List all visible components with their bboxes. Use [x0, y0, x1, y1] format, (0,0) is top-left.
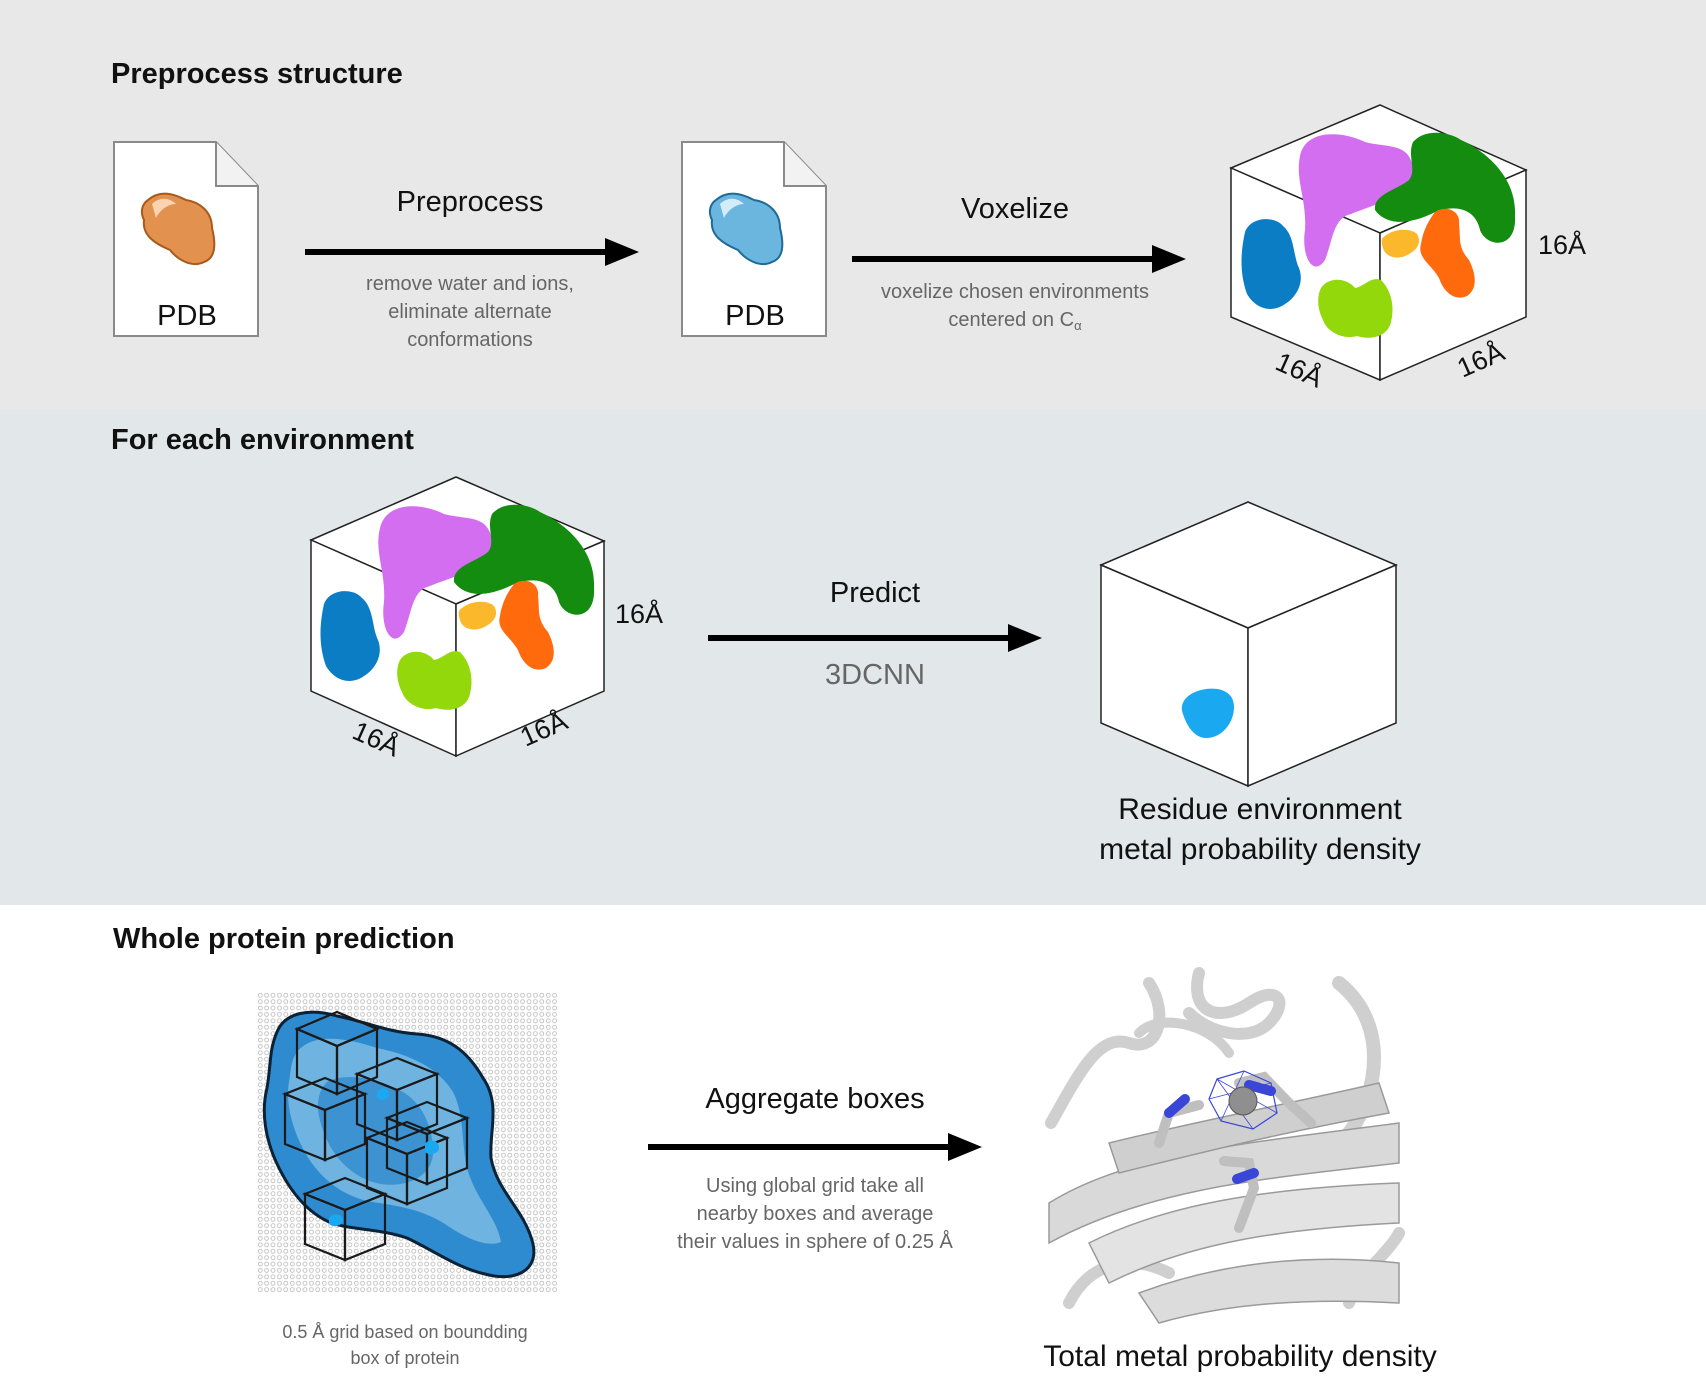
step-sub-line: their values in sphere of 0.25 Å	[677, 1231, 953, 1253]
grid-caption: 0.5 Å grid based on boundding box of pro…	[255, 1319, 555, 1371]
step-sub-preprocess: remove water and ions, eliminate alterna…	[300, 270, 640, 354]
density-blob	[1181, 688, 1234, 739]
arrow-preprocess	[305, 238, 639, 266]
shape-orange	[1420, 208, 1475, 298]
shape-green	[1374, 132, 1516, 243]
step-sub-line: voxelize chosen environments	[881, 281, 1149, 303]
pdb-file-icon-clean	[681, 141, 827, 337]
file-label-raw: PDB	[157, 300, 217, 332]
shape-magenta	[378, 506, 493, 639]
step-title-predict: Predict	[829, 577, 921, 609]
shape-yellow	[458, 601, 497, 630]
shape-yellow	[1381, 229, 1420, 258]
shape-blue	[1241, 219, 1301, 309]
arrow-predict	[708, 624, 1042, 652]
pdb-file-icon-raw	[113, 141, 259, 337]
voxel-cube	[1229, 104, 1528, 382]
shape-lime	[1318, 279, 1393, 338]
step-sub-line: Using global grid take all	[706, 1175, 924, 1197]
step-sub-voxelize: voxelize chosen environments centered on…	[845, 278, 1185, 340]
step-sub-line: eliminate alternate	[388, 301, 552, 323]
global-grid-diagram	[257, 992, 557, 1292]
metal-ion	[1228, 1086, 1258, 1116]
caption-line: metal probability density	[1099, 833, 1421, 866]
step-title-voxelize: Voxelize	[960, 193, 1069, 225]
dimension-label-height: 16Å	[1538, 230, 1587, 260]
section-heading-preprocess: Preprocess structure	[111, 58, 403, 90]
preprocess-panel: Preprocess structure PDB Preprocess remo…	[0, 0, 1706, 409]
alpha-subscript: α	[1074, 318, 1082, 333]
step-sub-line: nearby boxes and average	[696, 1203, 934, 1225]
step-sub-line: centered on Cα	[845, 306, 1185, 340]
density-blob-small	[329, 1214, 343, 1227]
file-label-clean: PDB	[725, 300, 785, 332]
step-sub-aggregate: Using global grid take all nearby boxes …	[620, 1172, 1010, 1256]
shape-green	[453, 504, 595, 615]
step-sub-text: centered on C	[948, 309, 1075, 331]
output-caption-residue: Residue environment metal probability de…	[1060, 790, 1460, 870]
dimension-label-height: 16Å	[615, 599, 664, 629]
density-blob-small	[425, 1140, 439, 1155]
density-blob-small	[377, 1088, 389, 1101]
shape-lime	[397, 651, 472, 710]
caption-line: 0.5 Å grid based on boundding	[282, 1322, 528, 1342]
environment-panel: For each environment 16Å 16Å 16Å Predict…	[0, 409, 1706, 905]
caption-line: Residue environment	[1118, 793, 1402, 826]
shape-magenta	[1298, 134, 1414, 267]
input-voxel-cube	[309, 476, 606, 758]
step-sub-line: conformations	[407, 329, 533, 351]
shape-orange	[499, 580, 554, 670]
histidine-sticks	[1154, 1071, 1316, 1233]
shape-blue	[320, 591, 380, 681]
step-title-aggregate: Aggregate boxes	[705, 1083, 925, 1115]
step-title-preprocess: Preprocess	[396, 186, 544, 218]
step-sub-predict: 3DCNN	[825, 659, 925, 691]
whole-protein-panel: Whole protein prediction	[0, 905, 1706, 1399]
step-sub-line: remove water and ions,	[366, 273, 574, 295]
section-heading-whole-protein: Whole protein prediction	[113, 923, 455, 955]
protein-render	[1045, 967, 1405, 1324]
output-caption-total: Total metal probability density	[1043, 1340, 1437, 1373]
section-heading-environment: For each environment	[111, 424, 414, 456]
caption-line: box of protein	[350, 1348, 460, 1368]
output-density-cube	[1099, 501, 1398, 788]
metal-density-mesh	[1208, 1070, 1278, 1130]
arrow-voxelize	[852, 245, 1186, 273]
arrow-aggregate	[648, 1133, 982, 1161]
